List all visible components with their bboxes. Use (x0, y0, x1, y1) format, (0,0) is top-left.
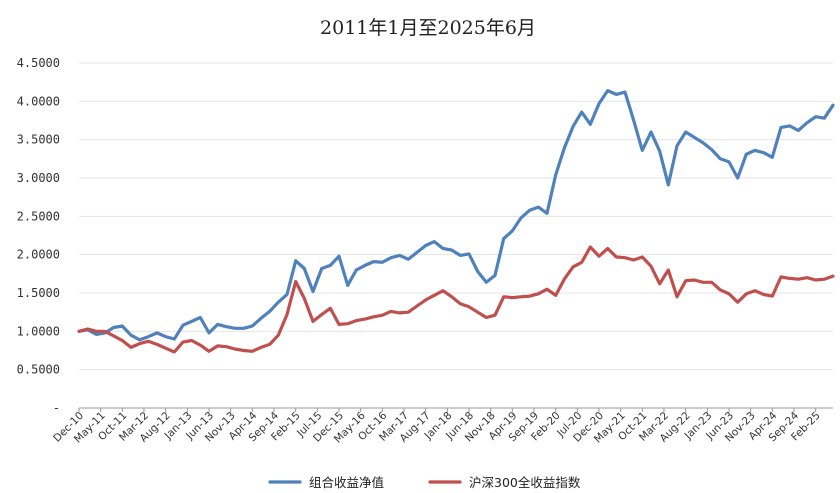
legend-label: 沪深300全收益指数 (469, 475, 581, 490)
x-axis: Dec-10May-11Oct-11Mar-12Aug-12Jan-13Jun-… (51, 407, 833, 445)
series-line-1 (77, 88, 835, 342)
legend-item-2: 沪深300全收益指数 (428, 475, 581, 490)
legend: 组合收益净值 沪深300全收益指数 (268, 475, 581, 490)
y-tick-label: 1.0000 (17, 324, 60, 338)
plot-area (77, 88, 835, 354)
y-tick-label: 2.0000 (17, 248, 60, 262)
y-tick-label: - (53, 401, 60, 415)
grid (79, 62, 833, 371)
y-tick-label: 0.5000 (17, 363, 60, 377)
y-tick-label: 2.5000 (17, 209, 60, 223)
y-tick-label: 4.0000 (17, 94, 60, 108)
legend-label: 组合收益净值 (309, 475, 384, 490)
chart-title: 2011年1月至2025年6月 (320, 17, 536, 39)
y-tick-label: 3.5000 (17, 133, 60, 147)
y-tick-label: 3.0000 (17, 171, 60, 185)
series-line-2 (77, 245, 835, 354)
y-tick-label: 1.5000 (17, 286, 60, 300)
y-tick-label: 4.5000 (17, 56, 60, 70)
y-axis: - 0.5000 1.0000 1.5000 2.0000 2.5000 3.0000 3.5… (17, 56, 60, 415)
legend-item-1: 组合收益净值 (268, 475, 384, 490)
